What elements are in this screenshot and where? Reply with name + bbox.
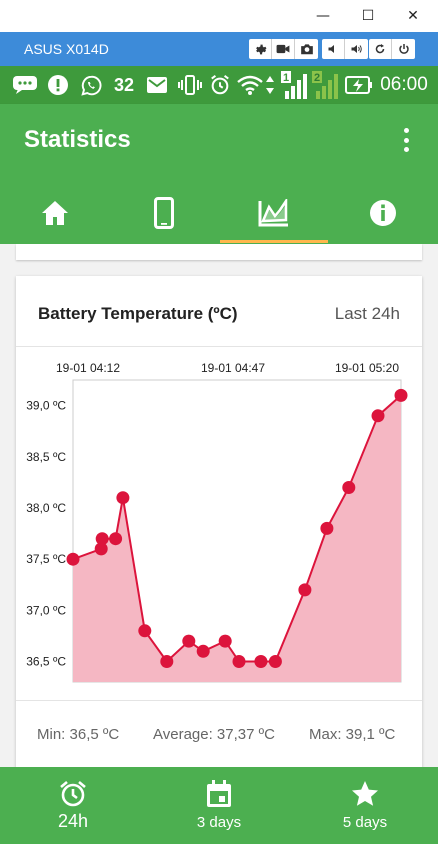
nav-label-24h: 24h (57, 811, 89, 831)
clock-time: 06:00 (380, 74, 428, 95)
data-point[interactable] (394, 388, 408, 402)
data-point[interactable] (66, 552, 80, 566)
y-tick-label: 37,5 ºC (26, 552, 66, 566)
data-point[interactable] (298, 583, 312, 597)
camera-icon[interactable] (295, 39, 318, 59)
rotate-icon[interactable] (369, 39, 392, 59)
alert-icon (46, 66, 70, 104)
battery-charging-icon (344, 66, 374, 104)
data-point[interactable] (95, 532, 109, 546)
volume-down-icon[interactable] (322, 39, 345, 59)
data-arrows-icon (264, 66, 276, 104)
y-tick-label: 38,5 ºC (26, 450, 66, 464)
mail-icon (145, 66, 169, 104)
x-tick-label: 19-01 05:20 (335, 361, 399, 375)
nav-label-3-days: 3 days (196, 814, 242, 831)
minimize-button[interactable]: — (316, 8, 330, 24)
emulator-title: ASUS X014D (24, 41, 109, 57)
star-icon (352, 781, 378, 806)
data-point[interactable] (268, 655, 282, 668)
data-point[interactable] (371, 409, 385, 423)
smartphone-icon (153, 197, 174, 229)
whatsapp-icon (79, 66, 103, 104)
card-divider-bottom (16, 700, 422, 701)
card-divider-top (16, 346, 422, 347)
power-icon[interactable] (392, 39, 415, 59)
card-title: Battery Temperature (ºC) (38, 304, 238, 323)
volume-up-icon[interactable] (345, 39, 368, 59)
y-tick-label: 37,0 ºC (26, 603, 66, 617)
y-tick-label: 36,5 ºC (26, 655, 66, 669)
y-tick-label: 38,0 ºC (26, 501, 66, 515)
previous-card (16, 244, 422, 260)
stat-average: Average: 37,37 ºC (153, 726, 275, 743)
nav-24h[interactable]: 24h (0, 767, 146, 844)
signal-sim1-icon: 1 (280, 66, 310, 104)
maximize-button[interactable]: ☐ (361, 8, 375, 24)
emulator-tools-group (249, 39, 318, 59)
temperature-card: Battery Temperature (ºC) Last 24h 19-01 … (16, 276, 422, 767)
home-icon (41, 201, 68, 225)
data-point[interactable] (160, 655, 174, 668)
emulator-volume-group (322, 39, 368, 59)
stat-max: Max: 39,1 ºC (309, 726, 396, 743)
stat-min: Min: 36,5 ºC (37, 726, 120, 743)
data-point[interactable] (109, 532, 123, 546)
vibrate-icon (177, 66, 203, 104)
area-chart-icon (258, 199, 288, 227)
alarm-clock-icon (60, 781, 86, 807)
wifi-icon (236, 66, 264, 104)
temperature-chart[interactable]: 19-01 04:12 19-01 04:47 19-01 05:20 36,5 º… (16, 348, 422, 698)
data-point[interactable] (116, 491, 130, 505)
data-point[interactable] (182, 634, 196, 648)
close-button[interactable]: ✕ (407, 8, 419, 24)
calendar-icon (207, 780, 231, 807)
video-camera-icon[interactable] (272, 39, 295, 59)
info-icon (369, 200, 396, 226)
tab-statistics[interactable] (219, 182, 328, 244)
status-bar: 32 1 2 06:00 (0, 66, 438, 104)
data-point[interactable] (196, 644, 210, 658)
tab-device[interactable] (109, 182, 218, 244)
emulator-toolbar: ASUS X014D (0, 32, 438, 66)
nav-3-days[interactable]: 3 days (146, 767, 292, 844)
sim1-label: 1 (283, 72, 289, 84)
tab-info[interactable] (328, 182, 437, 244)
x-tick-label: 19-01 04:12 (56, 361, 120, 375)
app-bar: Statistics (0, 104, 438, 244)
page-title: Statistics (24, 126, 131, 153)
data-point[interactable] (94, 542, 108, 556)
sim2-label: 2 (314, 72, 320, 84)
emulator-power-group (369, 39, 415, 59)
data-point[interactable] (320, 521, 334, 535)
tab-indicator (220, 240, 328, 243)
data-point[interactable] (342, 481, 356, 494)
signal-sim2-icon: 2 (311, 66, 341, 104)
window-titlebar: — ☐ ✕ (0, 0, 438, 32)
alarm-icon (207, 66, 233, 104)
overflow-menu-icon[interactable] (398, 126, 414, 154)
stats-row: Min: 36,5 ºC Average: 37,37 ºC Max: 39,1… (16, 726, 422, 746)
y-tick-label: 39,0 ºC (26, 399, 66, 413)
message-icon (12, 66, 38, 104)
nav-label-5-days: 5 days (342, 814, 388, 831)
temperature-area (73, 395, 401, 682)
data-point[interactable] (232, 655, 246, 668)
x-tick-label: 19-01 04:47 (201, 361, 265, 375)
bottom-navigation: 24h 3 days 5 days (0, 767, 438, 844)
content-area[interactable]: Battery Temperature (ºC) Last 24h 19-01 … (0, 244, 438, 767)
data-point[interactable] (254, 655, 268, 668)
card-range: Last 24h (334, 304, 400, 323)
nav-5-days[interactable]: 5 days (292, 767, 438, 844)
notification-count: 32 (113, 74, 135, 95)
data-point[interactable] (138, 624, 152, 638)
data-point[interactable] (218, 634, 232, 648)
tab-home[interactable] (0, 182, 109, 244)
settings-icon[interactable] (249, 39, 272, 59)
